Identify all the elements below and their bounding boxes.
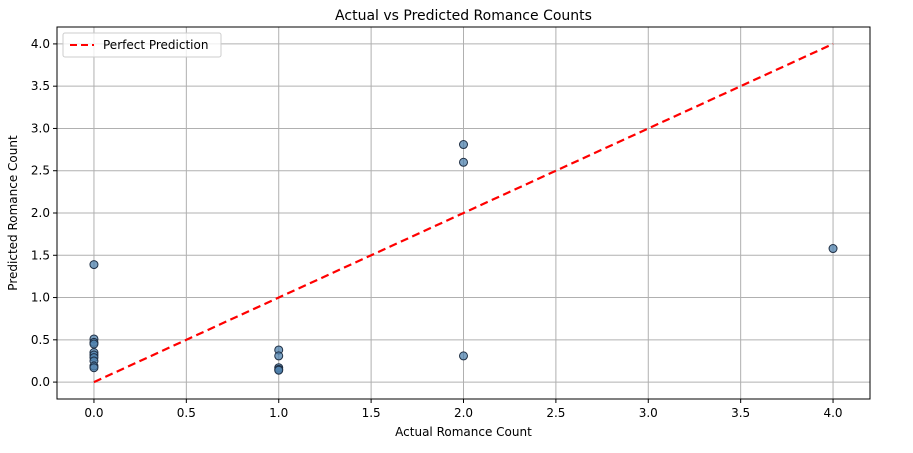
x-axis-title: Actual Romance Count <box>395 425 532 439</box>
data-point <box>89 363 99 373</box>
x-tick-label: 1.5 <box>362 406 381 420</box>
data-point <box>274 351 284 361</box>
y-axis-ticks: 0.0 0.5 1.0 1.5 2.0 2.5 3.0 3.5 4.0 <box>31 37 57 389</box>
x-tick-label: 0.5 <box>177 406 196 420</box>
data-point <box>459 351 468 361</box>
y-tick-label: 3.0 <box>31 121 50 135</box>
y-axis-title: Predicted Romance Count <box>6 135 20 291</box>
x-tick-label: 4.0 <box>823 406 842 420</box>
legend-box <box>62 32 222 58</box>
legend-label-perfect-prediction: Perfect Prediction <box>103 38 208 52</box>
data-point <box>828 244 838 254</box>
y-tick-label: 2.5 <box>31 164 50 178</box>
x-tick-label: 0.0 <box>84 406 103 420</box>
data-points <box>89 140 838 375</box>
data-point <box>459 157 468 167</box>
data-point <box>459 140 468 150</box>
y-tick-label: 1.5 <box>31 248 50 262</box>
chart-title: Actual vs Predicted Romance Counts <box>335 8 592 24</box>
y-tick-label: 0.5 <box>31 333 50 347</box>
y-tick-label: 3.5 <box>31 79 50 93</box>
data-point <box>89 339 99 349</box>
x-tick-label: 3.0 <box>639 406 658 420</box>
x-tick-label: 2.0 <box>454 406 473 420</box>
legend: Perfect Prediction <box>62 32 222 58</box>
y-tick-label: 2.0 <box>31 206 50 220</box>
reference-line-layer <box>93 42 834 384</box>
y-tick-label: 4.0 <box>31 37 50 51</box>
x-tick-label: 1.0 <box>269 406 288 420</box>
perfect-prediction-line <box>93 42 834 384</box>
x-axis-ticks: 0.0 0.5 1.0 1.5 2.0 2.5 3.0 3.5 4.0 <box>84 399 843 420</box>
data-point <box>274 365 284 375</box>
x-tick-label: 2.5 <box>546 406 565 420</box>
y-tick-label: 1.0 <box>31 291 50 305</box>
y-tick-label: 0.0 <box>31 375 50 389</box>
x-tick-label: 3.5 <box>731 406 750 420</box>
data-point <box>89 260 99 270</box>
